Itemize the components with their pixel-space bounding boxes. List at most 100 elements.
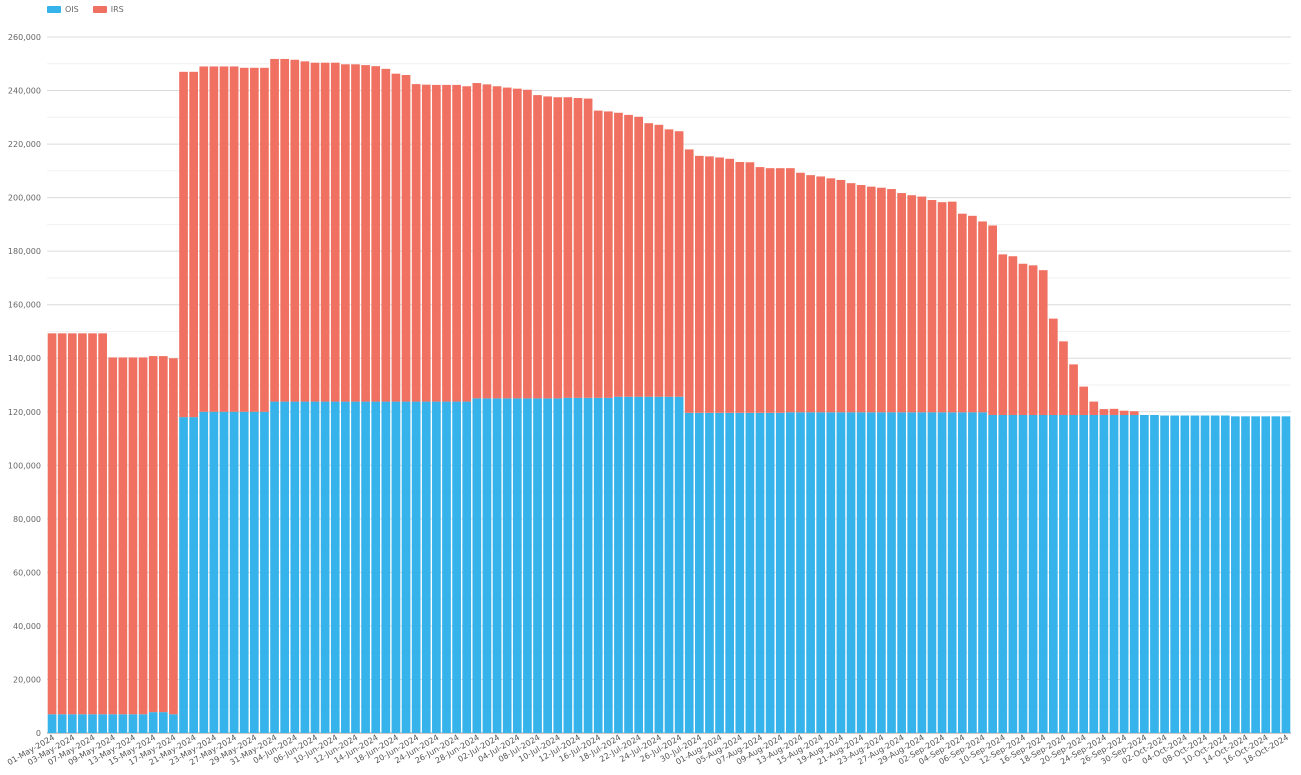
bar-ois[interactable] <box>411 401 421 733</box>
bar-irs[interactable] <box>573 98 583 398</box>
bar-ois[interactable] <box>1190 415 1200 733</box>
bar-irs[interactable] <box>391 73 401 402</box>
bar-irs[interactable] <box>735 162 745 413</box>
bar-ois[interactable] <box>593 397 603 733</box>
bar-irs[interactable] <box>1119 410 1129 415</box>
bar-ois[interactable] <box>1241 416 1250 733</box>
bar-irs[interactable] <box>694 155 704 413</box>
bar-irs[interactable] <box>67 333 77 715</box>
bar-ois[interactable] <box>1018 414 1028 733</box>
bar-ois[interactable] <box>108 714 118 733</box>
bar-ois[interactable] <box>573 397 583 733</box>
bar-irs[interactable] <box>98 333 107 715</box>
bar-irs[interactable] <box>654 124 664 397</box>
legend-item-irs[interactable]: IRS <box>92 5 124 14</box>
bar-ois[interactable] <box>786 412 795 733</box>
bar-irs[interactable] <box>765 168 775 413</box>
bar-irs[interactable] <box>118 357 128 715</box>
bar-ois[interactable] <box>199 411 209 733</box>
bar-ois[interactable] <box>270 401 279 733</box>
bar-ois[interactable] <box>583 397 593 733</box>
bar-irs[interactable] <box>88 333 97 715</box>
bar-irs[interactable] <box>897 193 906 413</box>
bar-ois[interactable] <box>897 412 906 733</box>
bar-irs[interactable] <box>421 84 431 402</box>
bar-ois[interactable] <box>877 412 886 733</box>
bar-ois[interactable] <box>158 712 168 733</box>
bar-ois[interactable] <box>796 412 805 733</box>
bar-irs[interactable] <box>715 157 724 413</box>
bar-irs[interactable] <box>189 71 198 418</box>
bar-irs[interactable] <box>128 357 138 715</box>
bar-ois[interactable] <box>169 714 178 733</box>
bar-irs[interactable] <box>725 158 735 413</box>
bar-irs[interactable] <box>280 58 290 402</box>
bar-ois[interactable] <box>978 412 987 733</box>
bar-ois[interactable] <box>290 401 300 733</box>
bar-ois[interactable] <box>775 412 785 733</box>
bar-irs[interactable] <box>907 195 917 413</box>
bar-ois[interactable] <box>1220 415 1230 733</box>
bar-irs[interactable] <box>968 215 977 413</box>
bar-ois[interactable] <box>1008 414 1018 733</box>
bar-irs[interactable] <box>158 356 168 713</box>
bar-irs[interactable] <box>1028 265 1038 415</box>
bar-ois[interactable] <box>492 398 502 733</box>
bar-irs[interactable] <box>1109 408 1119 415</box>
bar-ois[interactable] <box>1150 414 1159 733</box>
bar-irs[interactable] <box>1008 256 1018 415</box>
bar-ois[interactable] <box>512 398 522 733</box>
bar-ois[interactable] <box>47 714 57 733</box>
bar-ois[interactable] <box>1109 414 1119 733</box>
bar-irs[interactable] <box>755 167 765 413</box>
bar-irs[interactable] <box>330 62 340 402</box>
bar-irs[interactable] <box>239 67 249 412</box>
bar-ois[interactable] <box>523 398 532 733</box>
bar-ois[interactable] <box>694 412 704 733</box>
bar-irs[interactable] <box>1129 411 1139 415</box>
bar-ois[interactable] <box>57 714 67 733</box>
bar-irs[interactable] <box>401 75 411 402</box>
bar-irs[interactable] <box>462 86 472 402</box>
bar-ois[interactable] <box>816 412 826 733</box>
bar-irs[interactable] <box>978 221 987 413</box>
bar-irs[interactable] <box>533 95 542 399</box>
bar-ois[interactable] <box>1210 415 1220 733</box>
bar-irs[interactable] <box>1069 364 1078 415</box>
bar-irs[interactable] <box>57 333 67 715</box>
bar-ois[interactable] <box>603 397 613 733</box>
bar-ois[interactable] <box>88 714 97 733</box>
bar-irs[interactable] <box>947 201 957 413</box>
bar-ois[interactable] <box>826 412 836 733</box>
bar-ois[interactable] <box>563 397 573 733</box>
bar-irs[interactable] <box>209 66 219 412</box>
bar-irs[interactable] <box>108 357 118 715</box>
bar-ois[interactable] <box>1281 416 1291 733</box>
bar-ois[interactable] <box>927 412 937 733</box>
bar-irs[interactable] <box>806 175 815 413</box>
bar-ois[interactable] <box>715 412 724 733</box>
bar-irs[interactable] <box>1048 318 1058 415</box>
bar-ois[interactable] <box>866 412 876 733</box>
bar-irs[interactable] <box>179 71 188 418</box>
bar-irs[interactable] <box>1059 341 1068 415</box>
bar-ois[interactable] <box>219 411 229 733</box>
bar-irs[interactable] <box>563 97 573 398</box>
bar-irs[interactable] <box>614 112 623 397</box>
bar-irs[interactable] <box>745 162 755 413</box>
bar-ois[interactable] <box>67 714 77 733</box>
bar-ois[interactable] <box>1160 415 1169 733</box>
bar-irs[interactable] <box>624 114 633 397</box>
bar-ois[interactable] <box>614 396 623 733</box>
bar-irs[interactable] <box>310 62 320 402</box>
bar-irs[interactable] <box>664 129 674 397</box>
bar-ois[interactable] <box>189 417 198 733</box>
bar-ois[interactable] <box>1140 414 1149 733</box>
bar-ois[interactable] <box>472 398 482 733</box>
bar-ois[interactable] <box>1180 415 1190 733</box>
bar-ois[interactable] <box>432 401 441 733</box>
bar-ois[interactable] <box>351 401 360 733</box>
bar-irs[interactable] <box>937 202 947 413</box>
bar-irs[interactable] <box>361 65 370 402</box>
bar-ois[interactable] <box>624 396 633 733</box>
